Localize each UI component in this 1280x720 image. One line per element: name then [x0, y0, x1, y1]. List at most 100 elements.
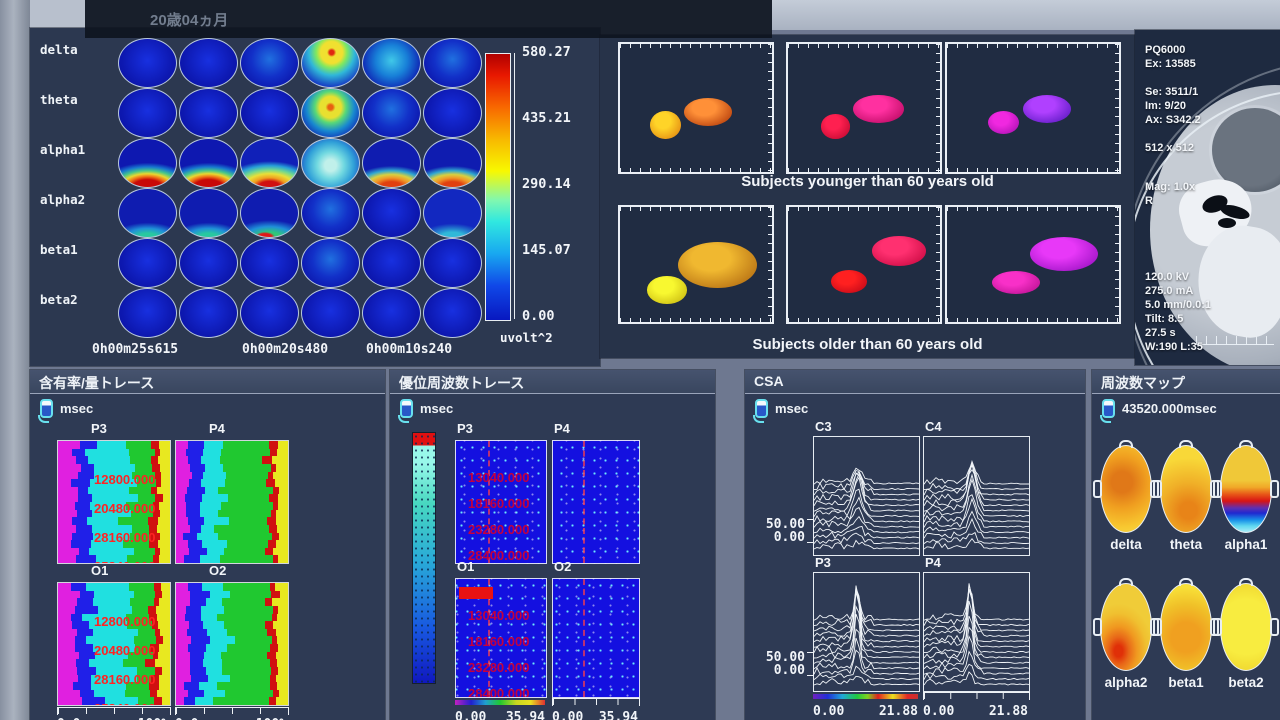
- overlay-value: 18160.000: [468, 634, 530, 649]
- axis-min: 0.00: [923, 704, 955, 719]
- stack-segment: [161, 583, 170, 591]
- stack-segment: [137, 697, 154, 705]
- data-blob: [821, 114, 851, 139]
- stack-segment: [58, 532, 73, 541]
- stack-segment: [278, 502, 288, 510]
- stack-segment: [199, 509, 219, 518]
- panel-header: 含有率/量トレース: [30, 370, 385, 394]
- stack-segment: [222, 583, 271, 591]
- stack-segment: [203, 517, 229, 525]
- stack-segment: [203, 651, 221, 660]
- head-map-alpha2-t3: [240, 188, 299, 238]
- stack-segment: [79, 590, 95, 599]
- stack-segment: [125, 441, 152, 449]
- age-comparison-panel: Subjects younger than 60 years old Subjec…: [600, 35, 1135, 358]
- time-marker-icon[interactable]: [398, 399, 413, 423]
- stack-segment: [152, 509, 160, 518]
- stack-segment: [125, 682, 149, 690]
- stack-segment: [158, 502, 170, 510]
- head-map-theta-t1: [118, 88, 177, 138]
- stack-segment: [176, 479, 189, 487]
- stack-segment: [176, 555, 184, 563]
- stack-segment: [72, 448, 86, 457]
- stack-segment: [272, 486, 280, 495]
- stack-segment: [271, 590, 281, 599]
- stack-row: [176, 636, 288, 644]
- stack-segment: [226, 644, 270, 652]
- stack-row: [176, 659, 288, 667]
- ct-meta-line: 512 x 512: [1145, 142, 1194, 154]
- time-label-1: 0h00m25s615: [92, 342, 179, 357]
- time-marker-icon[interactable]: [753, 399, 768, 423]
- stack-segment: [265, 598, 273, 606]
- stack-segment: [188, 547, 207, 556]
- axis-min: 0.0: [57, 717, 80, 720]
- stack-segment: [155, 471, 162, 480]
- overlay-value: 28160.000: [94, 530, 156, 545]
- head-topography: [1153, 440, 1219, 533]
- band-label-delta: delta: [40, 42, 78, 57]
- stack-row: [176, 463, 288, 472]
- stack-segment: [78, 494, 93, 502]
- stack-segment: [207, 674, 230, 683]
- stack-segment: [58, 651, 80, 660]
- stack-segment: [189, 598, 206, 606]
- stack-row: [58, 524, 170, 533]
- stack-segment: [157, 524, 170, 533]
- ct-meta-line: 275.0 mA: [1145, 285, 1194, 297]
- stack-segment: [271, 509, 277, 518]
- stack-segment: [58, 636, 76, 644]
- stack-segment: [270, 463, 277, 472]
- stack-segment: [184, 613, 202, 622]
- ct-meta-line: [1145, 71, 1201, 85]
- stack-segment: [58, 674, 78, 683]
- stack-segment: [158, 644, 170, 652]
- time-marker-icon[interactable]: [1100, 399, 1115, 423]
- band-label-alpha2: alpha2: [1104, 675, 1148, 690]
- stack-segment: [159, 509, 170, 518]
- stack-row: [58, 621, 170, 629]
- overlay-value: 28400.000: [468, 686, 530, 698]
- stack-segment: [58, 471, 79, 480]
- overlay-value: 13040.000: [468, 608, 530, 623]
- head-map-theta-t2: [179, 88, 238, 138]
- stack-segment: [76, 666, 97, 675]
- stack-segment: [75, 524, 92, 533]
- event-marker: [459, 587, 493, 599]
- nose-marker: [1179, 440, 1193, 448]
- stack-row: [176, 547, 288, 556]
- stack-segment: [158, 651, 170, 660]
- stack-segment: [155, 636, 164, 644]
- stack-segment: [80, 463, 94, 472]
- overlay-value: 28400.000: [468, 548, 530, 563]
- stack-segment: [152, 555, 159, 563]
- head-map-delta-t4: [301, 38, 360, 88]
- freq-head-beta1: [1153, 578, 1219, 671]
- stack-segment: [76, 456, 89, 464]
- time-unit-label: msec: [60, 401, 94, 416]
- stack-segment: [269, 448, 278, 457]
- head-map-alpha1-t1: [118, 138, 177, 188]
- stack-segment: [270, 583, 275, 591]
- stack-segment: [188, 517, 204, 525]
- stack-segment: [227, 494, 269, 502]
- stack-segment: [194, 697, 214, 705]
- stack-segment: [268, 697, 276, 705]
- stack-segment: [159, 682, 170, 690]
- stacked-trace-p4: [175, 440, 289, 564]
- time-unit-row: msec: [398, 399, 453, 423]
- channel-label-p4: P4: [925, 555, 941, 570]
- stack-segment: [202, 540, 227, 548]
- stack-segment: [205, 598, 223, 606]
- stack-segment: [273, 555, 278, 563]
- stack-segment: [223, 621, 266, 629]
- stack-segment: [279, 486, 288, 495]
- stacked-trace-p3: 12800.000 20480.000 28160.000 35840.000: [57, 440, 171, 564]
- stack-segment: [185, 605, 202, 614]
- stack-segment: [93, 463, 135, 472]
- time-marker-icon[interactable]: [38, 399, 53, 423]
- head-map-beta1-t6: [423, 238, 482, 288]
- freq-head-alpha2: [1093, 578, 1159, 671]
- nose-marker: [1119, 578, 1133, 586]
